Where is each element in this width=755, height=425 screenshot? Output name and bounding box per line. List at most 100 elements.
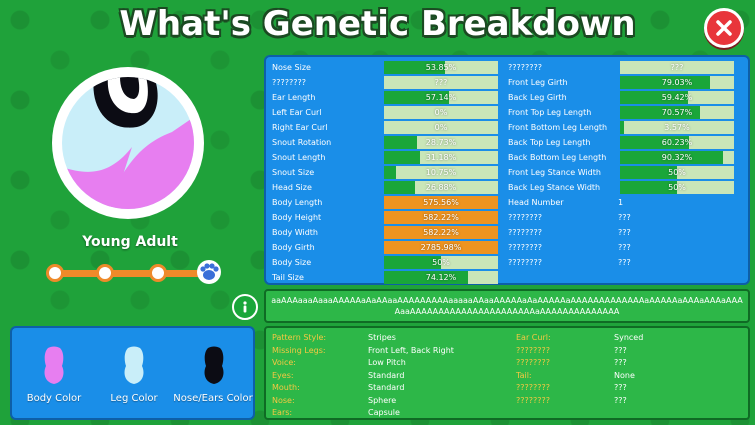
stat-label: ???????? bbox=[508, 228, 542, 237]
stat-row: Back Top Leg Length 60.23% bbox=[272, 136, 752, 149]
stat-bar: 70.57% bbox=[620, 106, 734, 119]
stat-label: ???????? bbox=[272, 78, 306, 87]
stat-row: Front Bottom Leg Length 3.57% bbox=[272, 121, 752, 134]
trait-label: Eyes: bbox=[272, 370, 294, 380]
stat-value: ??? bbox=[618, 258, 631, 267]
stat-label: Body Width bbox=[272, 228, 318, 237]
age-progress-track bbox=[48, 270, 210, 277]
stat-label: Back Leg Girth bbox=[508, 93, 567, 102]
trait-value: ??? bbox=[614, 358, 627, 367]
trait-value: ??? bbox=[614, 395, 627, 405]
stat-value: 575.56% bbox=[423, 198, 459, 207]
stat-bar: 90.32% bbox=[620, 151, 734, 164]
stat-bar-fill bbox=[384, 196, 498, 209]
trait-row: Ears: Capsule bbox=[272, 407, 752, 419]
stat-label: Tail Size bbox=[272, 273, 304, 282]
stat-bar-fill bbox=[384, 256, 441, 269]
stat-row: ??????????? bbox=[272, 256, 752, 269]
stat-bar: 50% bbox=[620, 181, 734, 194]
trait-label: Nose: bbox=[272, 395, 295, 405]
stat-bar-fill bbox=[620, 136, 689, 149]
stat-bar-fill bbox=[384, 241, 498, 254]
stat-bar-fill bbox=[384, 226, 498, 239]
stat-row: Back Leg Stance Width 50% bbox=[272, 181, 752, 194]
stat-bar: 59.42% bbox=[620, 91, 734, 104]
stat-bar: 50% bbox=[384, 256, 498, 269]
stat-label: Head Size bbox=[272, 183, 312, 192]
stat-row: Body Girth 2785.98% bbox=[272, 241, 752, 254]
stat-bar: 79.03% bbox=[620, 76, 734, 89]
stat-row: Body Length 575.56% bbox=[272, 196, 752, 209]
info-button[interactable] bbox=[232, 294, 258, 320]
nose-ears-color-swatch bbox=[204, 346, 224, 384]
stat-row: Body Width 582.22% bbox=[272, 226, 752, 239]
close-button[interactable] bbox=[704, 8, 744, 48]
stat-bar-fill bbox=[384, 166, 397, 179]
trait-value: ??? bbox=[614, 345, 627, 355]
trait-row: ??????????? bbox=[272, 345, 752, 357]
stat-label: Nose Size bbox=[272, 63, 311, 72]
stat-bar: 0% bbox=[384, 121, 498, 134]
stat-bar: 60.23% bbox=[620, 136, 734, 149]
stat-bar: 57.14% bbox=[384, 91, 498, 104]
trait-row: Mouth: Standard bbox=[272, 382, 752, 394]
stat-bar-fill bbox=[620, 76, 711, 89]
trait-value: Synced bbox=[614, 333, 644, 342]
stat-value: ??? bbox=[434, 78, 448, 87]
stat-bar: 575.56% bbox=[384, 196, 498, 209]
stat-row: Snout Rotation 28.73% bbox=[272, 136, 752, 149]
stat-value: 582.22% bbox=[423, 213, 459, 222]
stat-row: ??????????? bbox=[272, 76, 752, 89]
stat-value: 50% bbox=[668, 183, 686, 192]
colors-panel: Body Color Leg Color Nose/Ears Color bbox=[10, 326, 255, 420]
stat-value: 60.23% bbox=[661, 138, 693, 147]
stat-bar: 2785.98% bbox=[384, 241, 498, 254]
traits-panel: Pattern Style: Stripes Missing Legs: Front … bbox=[264, 326, 750, 420]
stat-bar-fill bbox=[620, 121, 625, 134]
stat-label: Left Ear Curl bbox=[272, 108, 322, 117]
stat-label: Back Leg Stance Width bbox=[508, 183, 601, 192]
stat-bar: 3.57% bbox=[620, 121, 734, 134]
stat-value: 79.03% bbox=[661, 78, 693, 87]
stat-value: 28.73% bbox=[425, 138, 457, 147]
stat-bar: 582.22% bbox=[384, 226, 498, 239]
stat-label: ???????? bbox=[508, 213, 542, 222]
stat-label: Head Number bbox=[508, 198, 564, 207]
stat-row: ??????????? bbox=[272, 226, 752, 239]
stat-row: Right Ear Curl 0% bbox=[272, 121, 752, 134]
stat-bar: 26.88% bbox=[384, 181, 498, 194]
trait-row: Nose: Sphere bbox=[272, 395, 752, 407]
stat-bar-fill bbox=[620, 166, 677, 179]
trait-value: Standard bbox=[368, 383, 405, 392]
trait-value: None bbox=[614, 370, 635, 380]
stat-bar-fill bbox=[620, 181, 677, 194]
stat-label: ???????? bbox=[508, 258, 542, 267]
stat-label: Snout Length bbox=[272, 153, 326, 162]
stat-row: Body Height 582.22% bbox=[272, 211, 752, 224]
stat-label: Body Size bbox=[272, 258, 312, 267]
stat-row: Snout Size 10.75% bbox=[272, 166, 752, 179]
stat-value: 53.85% bbox=[425, 63, 457, 72]
stat-value: 582.22% bbox=[423, 228, 459, 237]
stat-bar-fill bbox=[620, 151, 723, 164]
stat-label: Body Girth bbox=[272, 243, 315, 252]
stat-label: Snout Size bbox=[272, 168, 315, 177]
stat-bar: 31.18% bbox=[384, 151, 498, 164]
trait-label: Ear Curl: bbox=[516, 333, 551, 342]
stat-row: Snout Length 31.18% bbox=[272, 151, 752, 164]
stat-label: Front Leg Girth bbox=[508, 78, 568, 87]
trait-value: Stripes bbox=[368, 333, 396, 342]
stat-bar: 582.22% bbox=[384, 211, 498, 224]
stat-label: Front Top Leg Length bbox=[508, 108, 592, 117]
trait-value: ??? bbox=[614, 383, 627, 392]
stat-value: 50% bbox=[432, 258, 450, 267]
leg-color-label: Leg Color bbox=[110, 393, 158, 404]
stat-value: 50% bbox=[668, 168, 686, 177]
trait-row: ??????????? bbox=[272, 357, 752, 369]
stat-bar-fill bbox=[384, 91, 450, 104]
trait-label: Mouth: bbox=[272, 383, 300, 392]
stat-bar-fill bbox=[384, 181, 415, 194]
body-color-label: Body Color bbox=[26, 393, 82, 404]
age-stage-label: Young Adult bbox=[82, 234, 178, 250]
stat-bar-fill bbox=[384, 151, 420, 164]
